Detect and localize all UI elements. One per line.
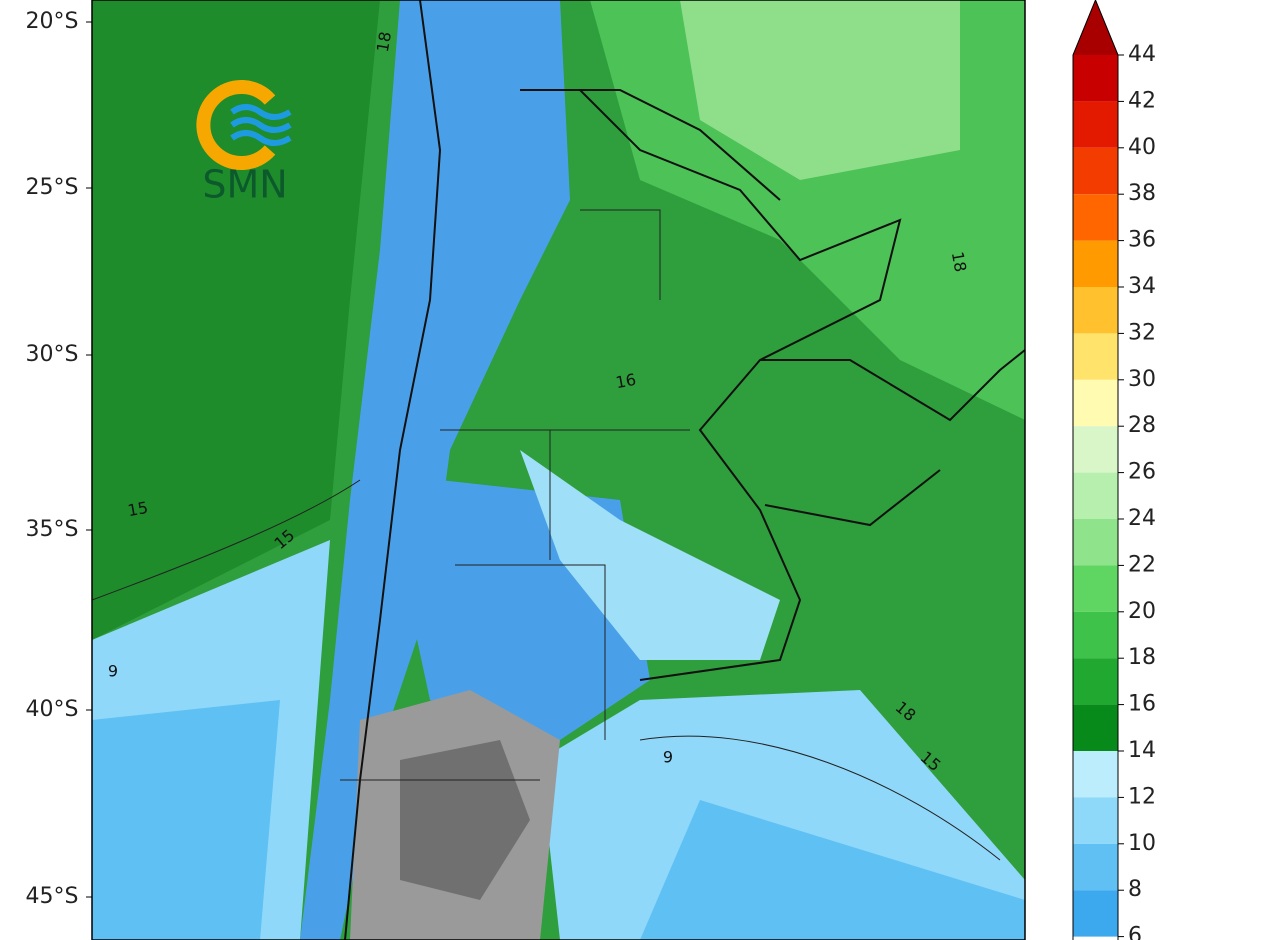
region-bolivia [680,0,960,180]
colorbar-tick-label: 20 [1128,599,1156,624]
colorbar-band [1073,194,1118,241]
colorbar-outline [1072,0,1119,940]
map [92,0,1025,940]
lat-label: 30°S [26,342,79,367]
colorbar-tick-label: 22 [1128,552,1156,577]
colorbar-tick-label: 10 [1128,831,1156,856]
colorbar-band [1073,890,1118,937]
colorbar-tick-label: 38 [1128,181,1156,206]
provinces [92,209,1001,861]
colorbar-band [1073,797,1118,844]
colorbar-band [1073,287,1118,334]
colorbar-tick-label: 14 [1128,738,1156,763]
contour-label: 18 [373,30,395,53]
lat-label: 25°S [26,175,79,200]
contour-label: 9 [663,748,673,767]
logo-text: SMN [202,163,287,207]
colorbar-band [1073,240,1118,287]
colorbar-tick-label: 8 [1128,877,1142,902]
colorbar-band [1073,426,1118,473]
contour-label: 9 [108,662,118,681]
colorbar-tick-label: 44 [1128,42,1156,67]
contour-label: 15 [126,498,149,520]
pampa-cold [520,450,780,660]
colorbar-band [1073,565,1118,612]
lat-label: 45°S [26,884,79,909]
colorbar-tick-label: 6 [1128,924,1142,940]
colorbar-band [1073,101,1118,148]
colorbar-band [1073,658,1118,705]
colorbar-band [1073,611,1118,659]
colorbar-tick-label: 34 [1128,274,1156,299]
colorbar-tick-label: 36 [1128,228,1156,253]
lat-labels: 20°S 25°S 30°S 35°S 40°S 45°S [26,9,92,909]
colorbar-band [1073,147,1118,195]
logo: SMN [196,80,292,207]
colorbar-tick-label: 24 [1128,506,1156,531]
contour-label: 18 [948,250,970,273]
border-argentina-east [520,89,902,681]
lat-label: 20°S [26,9,79,34]
lat-label: 35°S [26,517,79,542]
map-frame [91,0,1026,940]
ocean-pacific-north [92,0,380,640]
colorbar-arrow [1073,0,1118,55]
colorbar-tick-label: 12 [1128,784,1156,809]
colorbar-tick-label: 18 [1128,645,1156,670]
colorbar-band [1073,55,1118,102]
colorbar-tick-label: 30 [1128,367,1156,392]
colorbar-band [1073,472,1118,519]
ocean-atlantic-deep [640,800,1025,940]
colorbar-tick-label: 16 [1128,692,1156,717]
colorbar-band [1073,843,1118,891]
colorbar-tick-label: 40 [1128,135,1156,160]
colorbar-band [1073,379,1118,427]
border-bolivia [580,89,781,201]
andes [300,0,570,940]
ocean-deep [92,700,280,940]
contour-label: 16 [614,370,637,392]
colorbar-band [1073,704,1118,751]
colorbar: 44 42 40 38 36 34 32 30 28 26 24 22 20 18 16 14 12 10 8 6 [1072,0,1156,940]
border-brazil [760,349,1025,422]
colorbar-tick-label: 28 [1128,413,1156,438]
colorbar-band [1073,519,1118,566]
colorbar-tick-label: 26 [1128,460,1156,485]
colorbar-band [1073,333,1118,380]
colorbar-tick-label: 32 [1128,320,1156,345]
colorbar-tick-label: 42 [1128,88,1156,113]
border-uruguay [764,469,941,527]
lat-label: 40°S [26,697,79,722]
colorbar-band [1073,751,1118,798]
